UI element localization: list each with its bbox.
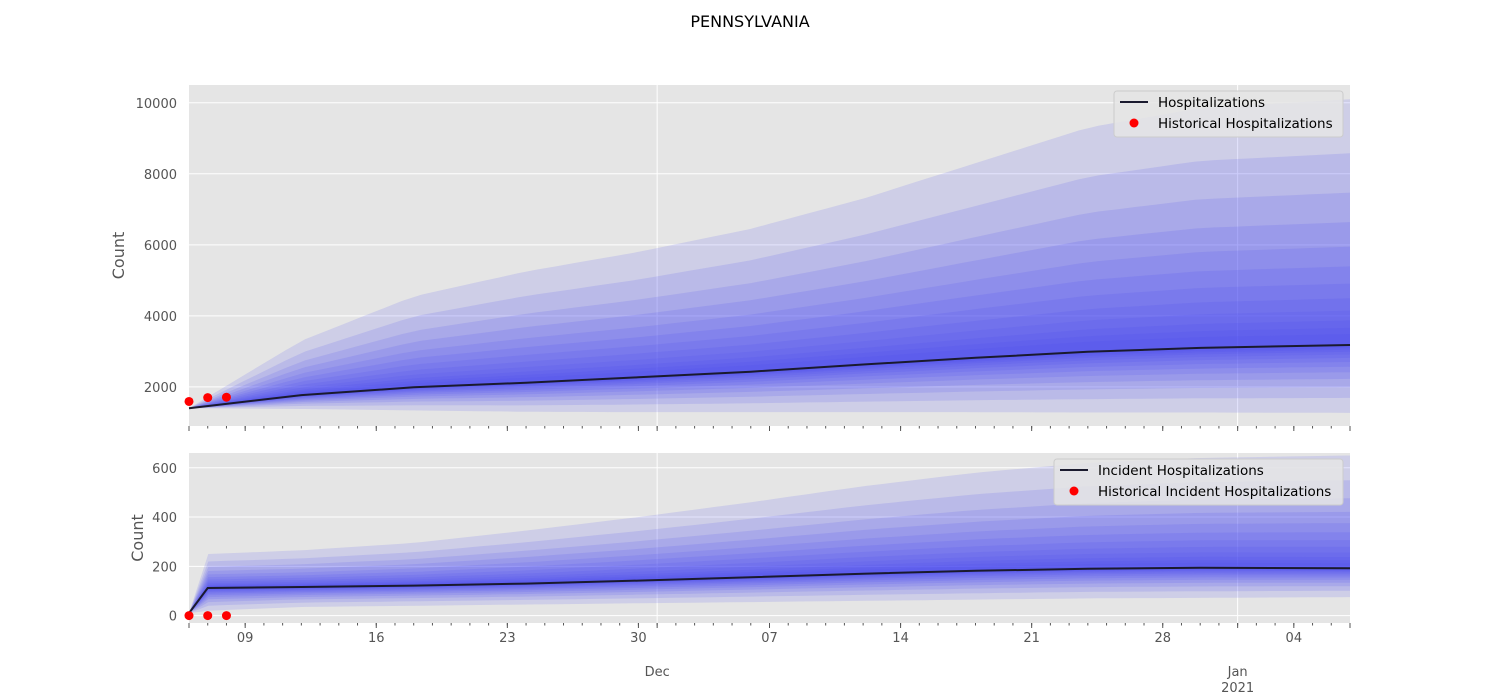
x-tick-label: 14 [892, 631, 909, 646]
prediction-band [189, 560, 1350, 614]
legend-box [1053, 458, 1344, 506]
x-tick-label: 16 [368, 631, 385, 646]
median-line [188, 344, 1351, 410]
legend-dot-swatch [1129, 118, 1139, 128]
x-tick-label: 23 [499, 631, 516, 646]
y-axis-label: Count [109, 232, 128, 280]
prediction-band [189, 266, 1350, 409]
y-axis-label: Count [128, 514, 147, 562]
prediction-band [189, 99, 1350, 413]
legend-label: Historical Incident Hospitalizations [1098, 484, 1331, 500]
prediction-band [189, 511, 1350, 614]
x-year-label: 2021 [1221, 681, 1254, 696]
x-tick-label: 21 [1023, 631, 1040, 646]
historical-point [184, 396, 194, 406]
x-tick-label: 07 [761, 631, 778, 646]
x-tick-label: 28 [1154, 631, 1171, 646]
prediction-band [189, 552, 1350, 614]
x-month-label: Dec [645, 665, 670, 680]
y-tick-label: 8000 [144, 168, 177, 183]
figure-title: PENNSYLVANIA [690, 12, 809, 31]
median-line [188, 566, 1351, 614]
y-tick-label: 2000 [144, 381, 177, 396]
hospitalizations-panel: 2000 4000 6000 8000 10000 Count Hospitalizatio… [109, 85, 1351, 431]
prediction-band [189, 523, 1350, 614]
legend: Hospitalizations Historical Hospitalizati… [1113, 90, 1344, 138]
prediction-band [189, 222, 1350, 409]
x-tick-label: 30 [630, 631, 647, 646]
prediction-band [189, 327, 1350, 409]
incident-hospitalizations-panel: 0 200 400 600 Count Incident Hospitalizations… [128, 453, 1351, 628]
prediction-band [189, 320, 1350, 409]
plot-area [189, 85, 1350, 426]
prediction-band [189, 153, 1350, 409]
legend-dot-swatch [1069, 486, 1079, 496]
historical-point [203, 393, 213, 403]
historical-point [184, 611, 194, 621]
legend-label: Historical Hospitalizations [1158, 116, 1333, 132]
historical-point [203, 611, 213, 621]
legend: Incident Hospitalizations Historical Inci… [1053, 458, 1344, 506]
prediction-band [189, 556, 1350, 614]
x-month-label: Jan [1227, 665, 1248, 680]
y-tick-label: 10000 [136, 97, 177, 112]
y-tick-label: 6000 [144, 239, 177, 254]
y-tick-label: 0 [169, 610, 177, 625]
prediction-band [189, 283, 1350, 409]
y-tick-label: 600 [152, 462, 177, 477]
prediction-band [189, 532, 1350, 614]
x-tick-label: 04 [1286, 631, 1303, 646]
legend-label: Incident Hospitalizations [1098, 463, 1264, 479]
y-tick-label: 4000 [144, 310, 177, 325]
prediction-band [189, 480, 1350, 614]
historical-point [221, 611, 231, 621]
prediction-band [189, 546, 1350, 614]
historical-point [221, 392, 231, 402]
x-tick-label: 09 [237, 631, 254, 646]
y-tick-label: 400 [152, 511, 177, 526]
legend-box [1113, 90, 1344, 138]
prediction-band [189, 298, 1350, 409]
legend-label: Hospitalizations [1158, 95, 1265, 111]
prediction-band [189, 246, 1350, 409]
y-tick-label: 200 [152, 560, 177, 575]
